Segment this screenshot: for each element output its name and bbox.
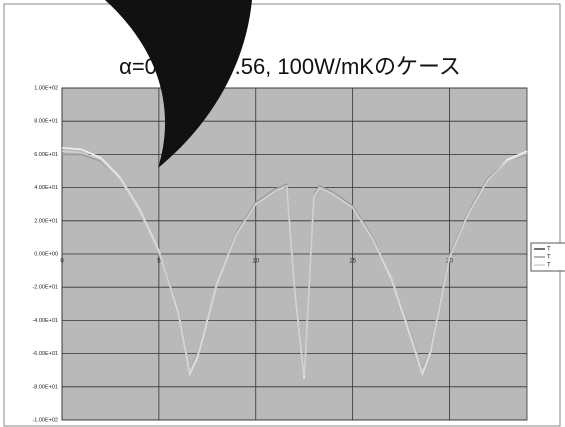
- y-tick-label: 1.00E+02: [34, 85, 58, 91]
- y-tick-label: -2.00E+01: [32, 285, 58, 291]
- legend-label: T: [547, 263, 551, 269]
- y-tick-label: 8.00E+01: [34, 119, 58, 125]
- x-tick-label: 5: [157, 259, 161, 265]
- overlay-shape: [105, 0, 252, 168]
- series-line: [61, 150, 528, 377]
- x-tick-label: 10: [252, 259, 259, 265]
- y-tick-label: -4.00E+01: [32, 318, 58, 324]
- y-tick-label: 6.00E+01: [34, 152, 58, 158]
- legend-label: T: [547, 247, 551, 253]
- legend-label: T: [547, 255, 551, 261]
- y-tick-label: -1.00E+02: [32, 417, 58, 423]
- y-tick-label: 0.00E+00: [34, 251, 58, 257]
- y-tick-label: -8.00E+01: [32, 384, 58, 390]
- x-tick-label: 20: [446, 259, 453, 265]
- x-tick-label: 15: [349, 259, 356, 265]
- y-tick-label: 2.00E+01: [34, 218, 58, 224]
- x-tick-label: 0: [60, 259, 64, 265]
- y-tick-label: 4.00E+01: [34, 185, 58, 191]
- y-tick-label: -6.00E+01: [32, 351, 58, 357]
